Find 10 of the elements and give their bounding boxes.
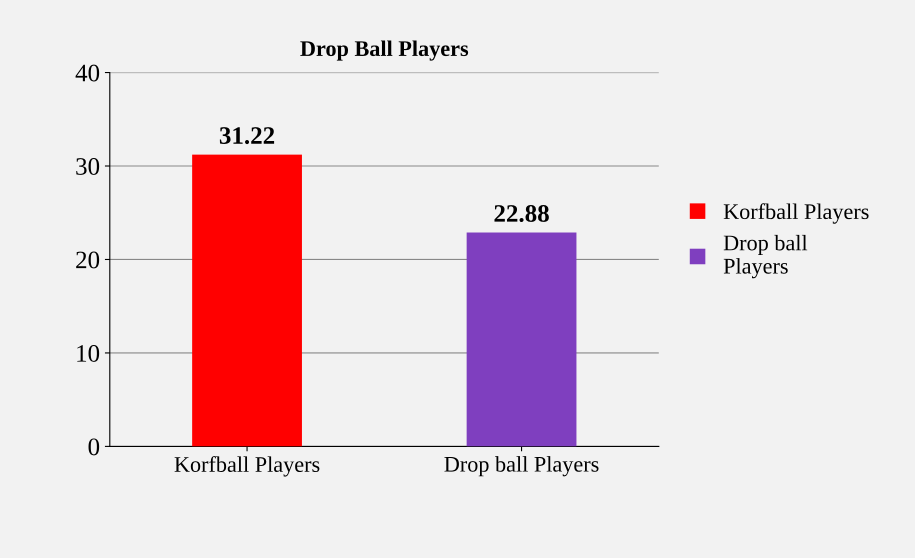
- legend-label: Korfball Players: [724, 203, 869, 224]
- data-label: 22.88: [494, 205, 549, 222]
- y-tick-label: 10: [77, 344, 100, 362]
- y-tick-label: 0: [88, 438, 100, 456]
- chart-title: Drop Ball Players: [300, 40, 468, 61]
- data-label: 31.22: [220, 127, 274, 144]
- y-tick-label: 30: [76, 158, 100, 175]
- y-tick-label: 40: [76, 64, 100, 82]
- legend-label: Drop ball Players: [724, 234, 808, 278]
- y-tick-label: 20: [76, 252, 100, 268]
